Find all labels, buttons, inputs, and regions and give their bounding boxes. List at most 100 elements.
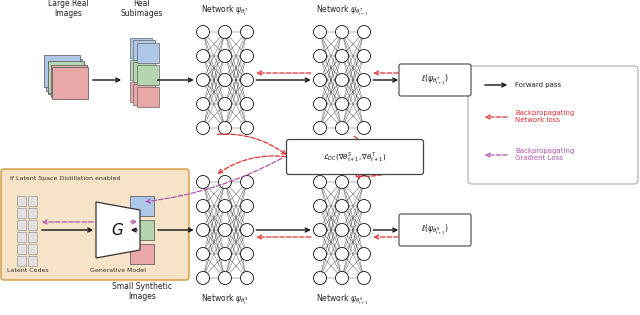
Bar — [130, 244, 154, 264]
Circle shape — [358, 248, 371, 261]
FancyBboxPatch shape — [287, 140, 424, 175]
Circle shape — [314, 73, 326, 87]
Bar — [28, 256, 37, 266]
Text: Network $\psi_{\theta_{t+1}^T}$: Network $\psi_{\theta_{t+1}^T}$ — [316, 3, 369, 18]
Bar — [48, 61, 84, 93]
Text: $\ell(\psi_{\theta_{t+1}^T})$: $\ell(\psi_{\theta_{t+1}^T})$ — [421, 73, 449, 87]
Circle shape — [335, 199, 349, 213]
Circle shape — [358, 98, 371, 111]
Circle shape — [241, 73, 253, 87]
Circle shape — [241, 49, 253, 62]
Text: Backpropagating
Gradient Loss: Backpropagating Gradient Loss — [515, 148, 574, 162]
Circle shape — [335, 73, 349, 87]
Text: Generative Model: Generative Model — [90, 268, 146, 273]
Circle shape — [196, 199, 209, 213]
Circle shape — [241, 175, 253, 188]
Bar — [17, 232, 26, 242]
Circle shape — [218, 49, 232, 62]
Bar — [17, 220, 26, 230]
Circle shape — [241, 224, 253, 237]
Circle shape — [358, 199, 371, 213]
Text: $G$: $G$ — [111, 222, 125, 238]
Bar — [28, 208, 37, 218]
Circle shape — [314, 122, 326, 135]
Circle shape — [196, 122, 209, 135]
Bar — [130, 220, 154, 240]
Circle shape — [335, 248, 349, 261]
Circle shape — [218, 272, 232, 284]
Bar — [130, 196, 154, 216]
Circle shape — [314, 248, 326, 261]
Text: Latent Codes: Latent Codes — [7, 268, 49, 273]
Bar — [46, 59, 82, 91]
Circle shape — [241, 199, 253, 213]
Circle shape — [218, 73, 232, 87]
Circle shape — [314, 49, 326, 62]
Bar — [17, 196, 26, 206]
Circle shape — [196, 26, 209, 38]
Circle shape — [335, 98, 349, 111]
Circle shape — [218, 224, 232, 237]
Bar — [51, 65, 87, 97]
Bar — [28, 244, 37, 254]
Bar — [28, 196, 37, 206]
Bar — [28, 220, 37, 230]
Circle shape — [335, 272, 349, 284]
Bar — [17, 256, 26, 266]
Circle shape — [314, 272, 326, 284]
Text: Network $\psi_{\theta_t^S}$: Network $\psi_{\theta_t^S}$ — [202, 293, 249, 307]
Bar — [137, 43, 159, 63]
Circle shape — [314, 98, 326, 111]
Circle shape — [314, 26, 326, 38]
Circle shape — [314, 199, 326, 213]
Polygon shape — [96, 202, 140, 258]
Bar — [137, 65, 159, 85]
Text: Backpropagating
Network loss: Backpropagating Network loss — [515, 111, 574, 123]
FancyBboxPatch shape — [399, 214, 471, 246]
Circle shape — [314, 175, 326, 188]
Circle shape — [314, 224, 326, 237]
Text: Real
Subimages: Real Subimages — [121, 0, 163, 18]
Circle shape — [196, 224, 209, 237]
Circle shape — [358, 122, 371, 135]
Bar — [28, 232, 37, 242]
Circle shape — [218, 248, 232, 261]
Bar — [17, 244, 26, 254]
Text: Small Synthetic
Images: Small Synthetic Images — [112, 282, 172, 301]
Text: If Latent Space Distillation enabled: If Latent Space Distillation enabled — [10, 176, 120, 181]
Bar — [130, 38, 152, 58]
Circle shape — [241, 122, 253, 135]
Text: $\ell(\psi_{\theta_{t+1}^S})$: $\ell(\psi_{\theta_{t+1}^S})$ — [421, 223, 449, 237]
Bar — [137, 87, 159, 107]
Bar — [17, 208, 26, 218]
Bar — [134, 62, 156, 83]
Circle shape — [196, 272, 209, 284]
Circle shape — [196, 175, 209, 188]
Circle shape — [358, 224, 371, 237]
Circle shape — [358, 272, 371, 284]
Circle shape — [241, 272, 253, 284]
Circle shape — [358, 49, 371, 62]
Bar — [134, 84, 156, 105]
Circle shape — [358, 26, 371, 38]
Circle shape — [196, 49, 209, 62]
FancyBboxPatch shape — [468, 66, 638, 184]
Circle shape — [335, 122, 349, 135]
Circle shape — [241, 98, 253, 111]
Bar — [134, 41, 156, 60]
Circle shape — [335, 49, 349, 62]
Bar — [130, 82, 152, 102]
Circle shape — [196, 73, 209, 87]
Circle shape — [358, 73, 371, 87]
Bar — [130, 60, 152, 80]
Circle shape — [218, 98, 232, 111]
Circle shape — [335, 26, 349, 38]
Text: Large Real
Images: Large Real Images — [48, 0, 88, 18]
Circle shape — [335, 224, 349, 237]
Text: Forward pass: Forward pass — [515, 82, 561, 88]
Bar — [52, 67, 88, 99]
Text: Network $\psi_{\theta_{t+1}^S}$: Network $\psi_{\theta_{t+1}^S}$ — [316, 293, 369, 307]
Bar — [48, 62, 84, 94]
Circle shape — [218, 199, 232, 213]
Circle shape — [218, 122, 232, 135]
